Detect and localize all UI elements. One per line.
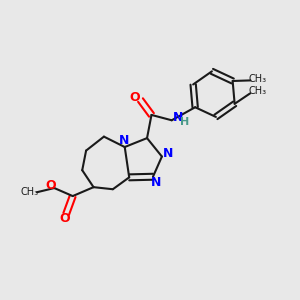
Text: H: H [180,117,189,127]
Text: O: O [45,179,56,192]
Text: N: N [163,147,174,160]
Text: CH₃: CH₃ [249,74,267,84]
Text: N: N [152,176,162,189]
Text: N: N [172,111,183,124]
Text: CH₃: CH₃ [248,86,266,96]
Text: CH₃: CH₃ [20,187,38,197]
Text: N: N [119,134,129,147]
Text: O: O [59,212,70,225]
Text: O: O [130,91,140,103]
